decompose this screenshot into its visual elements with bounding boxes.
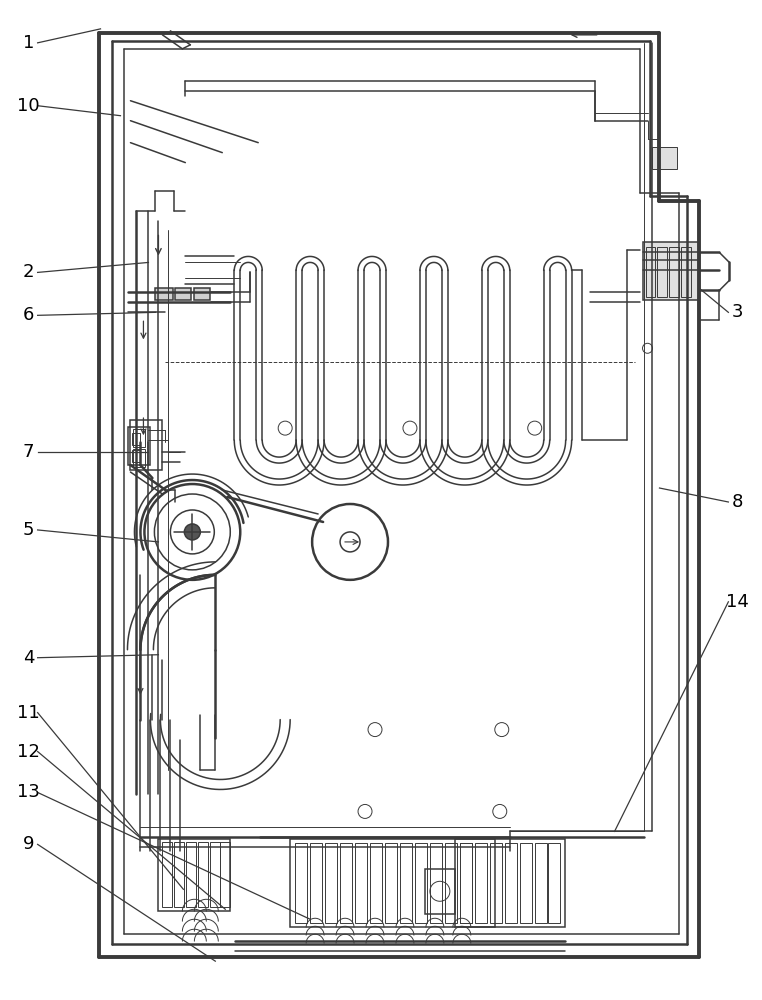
Bar [455,839,565,927]
Bar [490,843,502,923]
Bar [652,147,677,169]
Text: 3: 3 [732,303,743,321]
Circle shape [184,524,200,540]
Bar [158,839,230,911]
Text: 6: 6 [23,306,34,324]
Bar [670,247,680,297]
Bar [130,420,162,470]
Bar [325,843,337,923]
Bar [133,433,140,445]
Bar [658,247,668,297]
Bar [415,843,427,923]
Bar [340,843,352,923]
Bar [355,843,367,923]
Bar [175,288,191,300]
Text: 7: 7 [23,443,34,461]
Bar [310,843,322,923]
Bar [187,842,197,907]
Bar [475,843,487,923]
Bar [129,427,150,465]
Bar [198,842,208,907]
Text: 1: 1 [23,34,34,52]
Text: 2: 2 [23,263,34,281]
Text: 13: 13 [18,783,40,801]
Bar [520,843,532,923]
Bar [133,429,146,447]
Text: 10: 10 [18,97,40,115]
Bar [459,843,472,923]
Bar [155,288,174,300]
Text: 11: 11 [18,704,40,722]
Text: 5: 5 [23,521,34,539]
Bar [162,842,172,907]
Bar [385,843,397,923]
Bar [133,450,140,462]
Bar [535,843,546,923]
Bar [295,843,307,923]
Bar [548,843,559,923]
Bar [194,288,210,300]
Bar [210,842,220,907]
Bar [290,839,495,927]
Text: 14: 14 [726,593,749,611]
Bar [425,869,455,914]
Bar [645,247,655,297]
Bar [220,842,230,907]
Bar [430,843,442,923]
Bar [174,842,184,907]
Bar [445,843,457,923]
Bar [504,843,517,923]
Bar [133,449,146,467]
Text: 4: 4 [23,649,34,667]
Bar [370,843,382,923]
Text: 12: 12 [18,743,40,761]
Text: 9: 9 [23,835,34,853]
Text: 8: 8 [732,493,743,511]
Bar [681,247,691,297]
Bar [459,843,472,923]
Bar [400,843,412,923]
Bar [642,242,700,300]
